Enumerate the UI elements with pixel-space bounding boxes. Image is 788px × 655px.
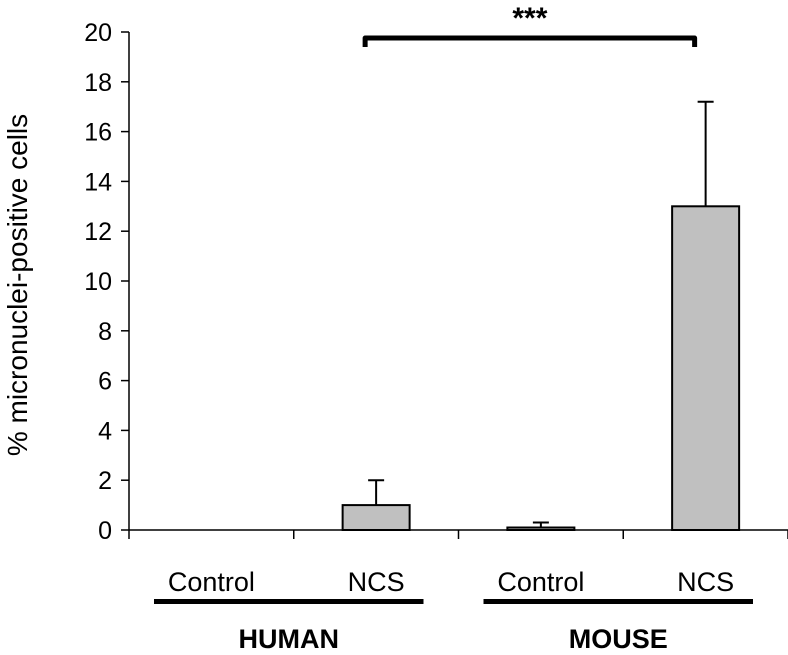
group-label: MOUSE — [569, 624, 668, 654]
y-axis-title: % micronuclei-positive cells — [2, 114, 33, 456]
category-label: Control — [497, 567, 584, 597]
y-tick-label: 20 — [84, 19, 112, 47]
group-underline — [154, 599, 424, 604]
bar — [671, 205, 741, 532]
y-tick-label: 8 — [98, 318, 112, 346]
y-tick-label: 4 — [98, 417, 112, 445]
group-label: HUMAN — [239, 624, 340, 654]
bar — [506, 526, 576, 532]
y-tick-label: 0 — [98, 517, 112, 545]
y-tick-label: 12 — [84, 218, 112, 246]
labels: Control NCS Control NCS HUMAN MOUSE *** — [154, 2, 753, 654]
category-label: Control — [168, 567, 255, 597]
significance-label: *** — [512, 2, 547, 35]
significance-bracket — [362, 35, 698, 47]
bars — [341, 100, 741, 532]
category-label: NCS — [348, 567, 405, 597]
category-label: NCS — [677, 567, 734, 597]
bar — [341, 504, 411, 532]
axes: 0 2 4 6 8 10 12 14 16 18 20 — [84, 19, 788, 545]
y-tick-label: 6 — [98, 368, 112, 396]
y-tick-label: 10 — [84, 268, 112, 296]
y-tick-label: 14 — [84, 168, 112, 196]
y-tick-label: 2 — [98, 467, 112, 495]
y-tick-label: 16 — [84, 119, 112, 147]
group-underline — [483, 599, 753, 604]
y-tick-label: 18 — [84, 69, 112, 97]
